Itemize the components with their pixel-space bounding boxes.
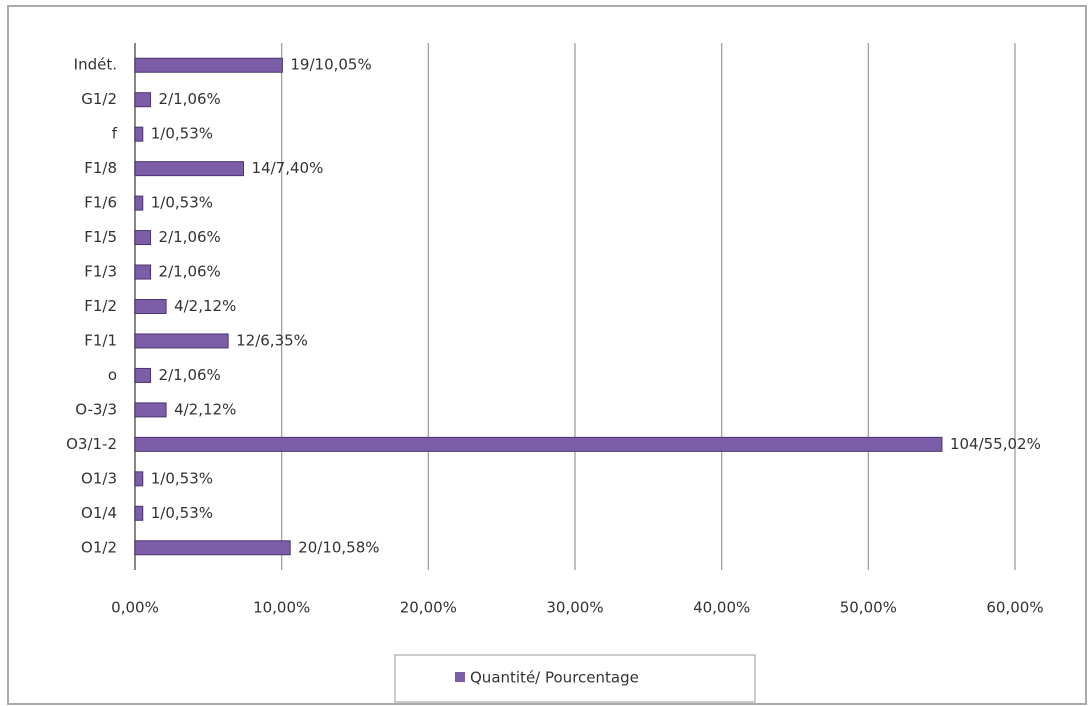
x-tick-label: 10,00% <box>253 599 310 617</box>
bar <box>134 436 943 452</box>
x-tick-label: 40,00% <box>693 599 750 617</box>
bar <box>134 505 144 521</box>
bar <box>134 540 291 556</box>
bar <box>134 471 144 487</box>
y-tick-label: F1/2 <box>84 297 117 315</box>
y-tick-label: Indét. <box>74 56 117 74</box>
value-label: 1/0,53% <box>151 125 213 143</box>
value-label: 2/1,06% <box>159 366 221 384</box>
bar <box>134 92 152 108</box>
value-label: 104/55,02% <box>950 435 1041 453</box>
y-tick-label: O1/4 <box>81 504 117 522</box>
y-tick-label: G1/2 <box>81 90 117 108</box>
bar <box>134 126 144 142</box>
legend-swatch <box>455 672 465 682</box>
value-label: 4/2,12% <box>174 297 236 315</box>
y-tick-label: o <box>108 366 117 384</box>
y-tick-label: O-3/3 <box>75 400 117 418</box>
y-tick-label: F1/8 <box>84 159 117 177</box>
value-label: 19/10,05% <box>290 56 371 74</box>
value-label: 14/7,40% <box>252 159 324 177</box>
bar <box>134 161 245 177</box>
y-tick-label: F1/6 <box>84 194 117 212</box>
x-tick-label: 0,00% <box>111 599 159 617</box>
bar <box>134 299 167 314</box>
value-label: 20/10,58% <box>298 538 379 556</box>
x-tick-label: 30,00% <box>546 599 603 617</box>
value-label: 1/0,53% <box>151 194 213 212</box>
chart-frame <box>7 5 1087 705</box>
legend-label: Quantité/ Pourcentage <box>470 669 639 687</box>
value-label: 1/0,53% <box>151 469 213 487</box>
x-tick-label: 20,00% <box>400 599 457 617</box>
y-tick-label: f <box>112 125 118 143</box>
bar <box>134 195 144 211</box>
y-tick-label: O1/2 <box>81 538 117 556</box>
y-tick-label: F1/1 <box>84 331 117 349</box>
bar <box>134 57 283 73</box>
value-label: 12/6,35% <box>236 331 308 349</box>
bar <box>134 264 152 280</box>
value-label: 2/1,06% <box>159 228 221 246</box>
bar <box>134 230 152 246</box>
y-tick-label: O3/1-2 <box>66 435 117 453</box>
value-label: 2/1,06% <box>159 90 221 108</box>
bar <box>134 333 229 349</box>
y-tick-label: O1/3 <box>81 469 117 487</box>
bar <box>134 402 167 418</box>
y-tick-label: F1/3 <box>84 263 117 281</box>
x-tick-label: 50,00% <box>840 599 897 617</box>
value-label: 4/2,12% <box>174 400 236 418</box>
value-label: 2/1,06% <box>159 263 221 281</box>
y-tick-label: F1/5 <box>84 228 117 246</box>
x-tick-label: 60,00% <box>986 599 1043 617</box>
value-label: 1/0,53% <box>151 504 213 522</box>
bar <box>134 367 152 383</box>
